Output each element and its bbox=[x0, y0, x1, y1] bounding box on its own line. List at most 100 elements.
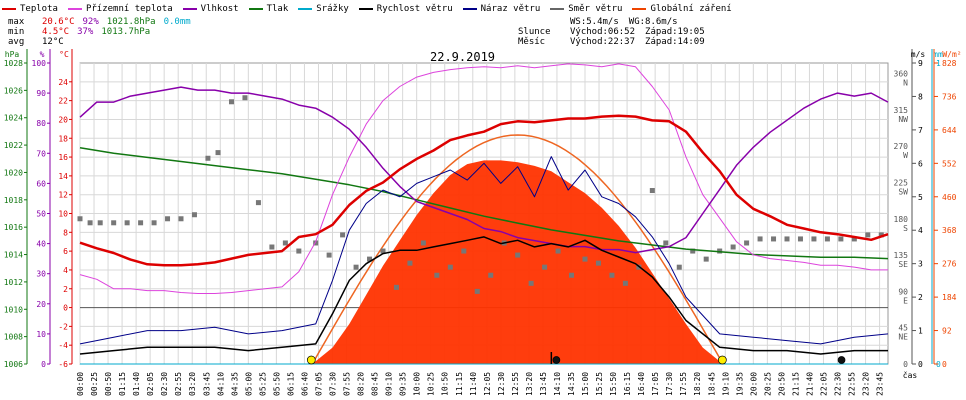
wind-direction-point bbox=[622, 280, 628, 286]
pressure-tick-label: 1010 bbox=[4, 305, 23, 314]
wind-direction-point bbox=[878, 232, 884, 238]
x-tick-label: 20:00 bbox=[749, 372, 758, 396]
wind-direction-point bbox=[595, 260, 601, 266]
wind-direction-point bbox=[282, 240, 288, 246]
legend-swatch bbox=[248, 8, 263, 10]
temperature-tick-label: 10 bbox=[58, 210, 68, 219]
x-tick-label: 08:45 bbox=[371, 372, 380, 396]
pressure-tick-label: 1022 bbox=[4, 141, 23, 150]
x-tick-label: 17:55 bbox=[679, 372, 688, 396]
stats-max-rain: 0.0mm bbox=[163, 17, 191, 27]
temperature-tick-label: 24 bbox=[58, 78, 68, 87]
stats-panel: max 20.6°C 92% 1021.8hPa 0.0mm min 4.5°C… bbox=[8, 17, 191, 47]
x-tick-label: 04:10 bbox=[216, 372, 225, 396]
temperature-tick-label: 18 bbox=[58, 134, 68, 143]
wind-direction-point bbox=[353, 264, 359, 270]
wind-speed-tick-label: 7 bbox=[918, 126, 923, 135]
humidity-tick-label: 50 bbox=[36, 210, 46, 219]
wind-direction-point bbox=[851, 236, 857, 242]
x-tick-label: 13:20 bbox=[525, 372, 534, 396]
x-tick-label: 02:05 bbox=[146, 372, 155, 396]
stats-max-temp: 20.6°C bbox=[42, 17, 75, 27]
wind-direction-point bbox=[811, 236, 817, 242]
series-teplota bbox=[79, 114, 889, 267]
temperature-tick-label: 16 bbox=[58, 153, 68, 162]
wind-speed-tick-label: 8 bbox=[918, 92, 923, 101]
x-tick-label: 22:05 bbox=[819, 372, 828, 396]
radiation-tick-label: 828 bbox=[942, 59, 957, 68]
pressure-tick-label: 1028 bbox=[4, 59, 23, 68]
legend-swatch bbox=[632, 8, 647, 10]
wind-direction-point bbox=[569, 272, 575, 278]
wind-direction-point bbox=[555, 248, 561, 254]
astro-moonset: Západ:14:09 bbox=[645, 37, 705, 47]
wind-direction-point bbox=[784, 236, 790, 242]
temperature-tick-label: -4 bbox=[58, 341, 68, 350]
wind-direction-point bbox=[87, 220, 93, 226]
astro-sun-row: Slunce Východ:06:52 Západ:19:05 bbox=[518, 27, 705, 37]
x-tick-label: 17:05 bbox=[651, 372, 660, 396]
wind-direction-tick-compass: SW bbox=[898, 187, 908, 196]
radiation-tick-label: 552 bbox=[942, 159, 957, 168]
legend-swatch bbox=[298, 8, 313, 10]
stats-min-label: min bbox=[8, 27, 25, 37]
wind-direction-tick-label: 135 bbox=[894, 251, 909, 260]
wind-direction-tick-label: 360 bbox=[894, 70, 909, 79]
legend-label: Tlak bbox=[266, 4, 289, 14]
wind-direction-point bbox=[676, 264, 682, 270]
radiation-tick-label: 92 bbox=[942, 327, 952, 336]
radiation-tick-label: 276 bbox=[942, 260, 957, 269]
x-tick-label: 11:40 bbox=[469, 372, 478, 396]
stats-avg-label: avg bbox=[8, 37, 25, 47]
x-tick-label: 05:00 bbox=[244, 372, 253, 396]
humidity-tick-label: 90 bbox=[36, 89, 46, 98]
x-tick-label: 02:55 bbox=[174, 372, 183, 396]
x-tick-label: 01:15 bbox=[118, 372, 127, 396]
astro-ws: WS:5.4m/s bbox=[570, 17, 619, 27]
rain-tick-label: 0 bbox=[936, 360, 941, 369]
pressure-tick-label: 1006 bbox=[4, 360, 23, 369]
wind-speed-tick-label: 4 bbox=[918, 226, 923, 235]
astro-sun-label: Slunce bbox=[518, 27, 551, 37]
wind-direction-point bbox=[420, 240, 426, 246]
x-tick-label: 12:30 bbox=[497, 372, 506, 396]
wind-direction-point bbox=[367, 256, 373, 262]
wind-direction-point bbox=[771, 236, 777, 242]
x-tick-label: 14:35 bbox=[567, 372, 576, 396]
wind-direction-point bbox=[138, 220, 144, 226]
x-tick-label: 09:35 bbox=[399, 372, 408, 396]
wind-direction-point bbox=[393, 284, 399, 290]
wind-direction-point bbox=[296, 248, 302, 254]
legend-label: Náraz větru bbox=[480, 4, 541, 14]
x-tick-label: 00:25 bbox=[90, 372, 99, 396]
wind-direction-point bbox=[407, 260, 413, 266]
x-tick-label: 19:35 bbox=[735, 372, 744, 396]
pressure-tick-label: 1008 bbox=[4, 333, 23, 342]
pressure-tick-label: 1014 bbox=[4, 251, 23, 260]
legend-item: Tlak bbox=[248, 2, 289, 16]
wind-speed-tick-label: 1 bbox=[918, 327, 923, 336]
x-tick-label: 10:00 bbox=[413, 372, 422, 396]
x-tick-label: 12:05 bbox=[483, 372, 492, 396]
x-tick-label: 01:40 bbox=[132, 372, 141, 396]
x-tick-label: 03:20 bbox=[188, 372, 197, 396]
wind-direction-point bbox=[97, 220, 103, 226]
legend-label: Přízemní teplota bbox=[85, 4, 173, 14]
x-tick-label: 17:30 bbox=[665, 372, 674, 396]
x-tick-label: 03:45 bbox=[202, 372, 211, 396]
wind-direction-point bbox=[380, 248, 386, 254]
pressure-tick-label: 1020 bbox=[4, 168, 23, 177]
wind-direction-point bbox=[542, 264, 548, 270]
wind-direction-point bbox=[340, 232, 346, 238]
wind-direction-point bbox=[313, 240, 319, 246]
wind-direction-point bbox=[191, 212, 197, 218]
x-tick-label: 06:15 bbox=[286, 372, 295, 396]
x-tick-label: 16:15 bbox=[623, 372, 632, 396]
wind-direction-point bbox=[663, 240, 669, 246]
radiation-tick-label: 736 bbox=[942, 92, 957, 101]
pressure-axis-unit: hPa bbox=[5, 50, 20, 59]
humidity-axis-unit: % bbox=[40, 50, 45, 59]
astro-wind-row: WS:5.4m/s WG:8.6m/s bbox=[518, 17, 705, 27]
temperature-tick-label: 4 bbox=[63, 266, 68, 275]
